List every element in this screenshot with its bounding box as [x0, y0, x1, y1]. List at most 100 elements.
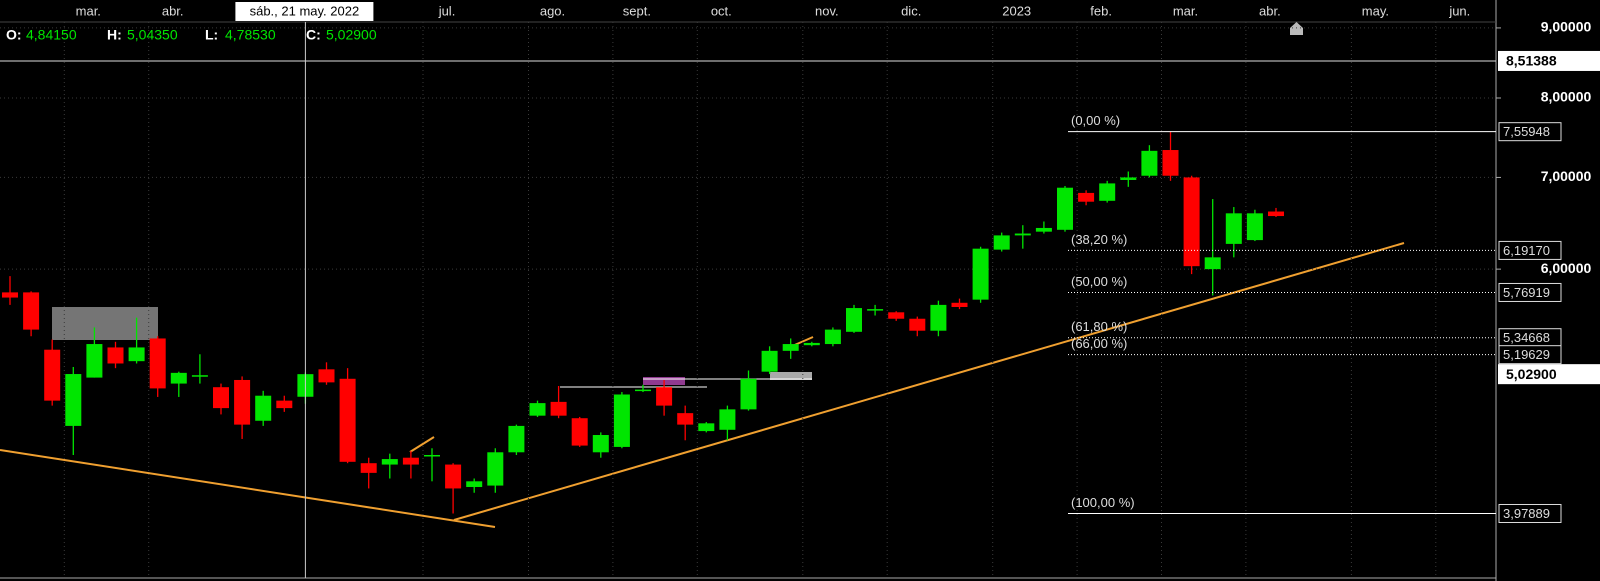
- candle-body: [1035, 227, 1052, 232]
- candle-body: [803, 342, 820, 346]
- candle-body: [867, 309, 884, 311]
- candle-body: [234, 379, 251, 425]
- fib-label: (0,00 %): [1071, 113, 1120, 128]
- fib-value-label: 6,19170: [1503, 243, 1550, 258]
- ohlc-key: L:: [205, 27, 218, 43]
- candle-body: [1183, 177, 1200, 267]
- x-tick-label: nov.: [815, 3, 839, 18]
- price-box: [1498, 364, 1600, 385]
- candle-body: [487, 452, 504, 486]
- y-tick-label: 6,00000: [1541, 260, 1592, 276]
- candle-body: [276, 400, 293, 409]
- candle-body: [445, 464, 462, 489]
- candle-body: [360, 463, 377, 473]
- candles: [2, 131, 1284, 514]
- trendline: [409, 436, 435, 453]
- candle-body: [951, 302, 968, 307]
- fib-value-label: 7,55948: [1503, 124, 1550, 139]
- ohlc-key: C:: [306, 27, 321, 43]
- candle-body: [930, 304, 947, 331]
- x-tick-label: mar.: [1173, 3, 1198, 18]
- x-tick-label: may.: [1362, 3, 1389, 18]
- candle-body: [170, 372, 187, 384]
- fib-value-box: [1498, 503, 1562, 523]
- candle-body: [761, 350, 778, 372]
- candle-body: [1162, 150, 1179, 176]
- price-box: [1498, 50, 1600, 71]
- y-tick-label: 8,00000: [1541, 89, 1592, 105]
- grid: [0, 22, 1496, 578]
- fib-label: (50,00 %): [1071, 274, 1127, 289]
- fib-value-label: 5,19629: [1503, 347, 1550, 362]
- x-tick-label: sept.: [623, 3, 651, 18]
- candle-body: [381, 459, 398, 465]
- candle-body: [571, 418, 588, 446]
- candle-body: [824, 329, 841, 345]
- candle-body: [635, 389, 651, 392]
- fib-value-label: 5,76919: [1503, 285, 1550, 300]
- price-label: 5,02900: [1506, 366, 1557, 382]
- fib-value-box: [1498, 240, 1562, 260]
- x-tick-label: ago.: [540, 3, 565, 18]
- candle-body: [508, 425, 525, 453]
- candle-body: [339, 378, 356, 462]
- candle-body: [613, 394, 630, 447]
- candle-body: [128, 347, 145, 362]
- x-tick-label: oct.: [711, 3, 732, 18]
- candle-body: [2, 292, 18, 298]
- candle-body: [972, 248, 989, 300]
- candle-body: [191, 375, 208, 377]
- crosshair-date: sáb., 21 may. 2022: [250, 3, 360, 18]
- fib-value-label: 3,97889: [1503, 506, 1550, 521]
- candle-body: [888, 312, 905, 319]
- candle-body: [846, 308, 862, 332]
- fib-label: (61,80 %): [1071, 319, 1127, 334]
- zone: [52, 307, 158, 340]
- candle-body: [466, 481, 483, 488]
- candle-body: [782, 344, 799, 351]
- candle-body: [740, 378, 757, 410]
- x-tick-label: abr.: [1259, 3, 1281, 18]
- candle-body: [149, 338, 166, 389]
- fib-value-box: [1498, 345, 1562, 365]
- candle-body: [1141, 150, 1158, 176]
- fib-value-box: [1498, 122, 1562, 142]
- candle-body: [550, 401, 567, 416]
- candle-body: [424, 454, 440, 457]
- candle-body: [1268, 211, 1284, 217]
- x-tick-label: mar.: [76, 3, 101, 18]
- candle-body: [86, 344, 103, 378]
- candle-body: [213, 387, 229, 409]
- candle-body: [909, 318, 926, 331]
- candle-body: [677, 413, 694, 425]
- candle-body: [1225, 213, 1242, 244]
- ohlc-value: 4,84150: [26, 27, 77, 43]
- fib-value-box: [1498, 282, 1562, 302]
- trendline: [453, 242, 1405, 521]
- ohlc-value: 5,04350: [127, 27, 178, 43]
- scroll-icon[interactable]: [1290, 22, 1303, 35]
- candle-body: [1078, 192, 1095, 202]
- candle-body: [318, 369, 335, 383]
- y-tick-label: 7,00000: [1541, 168, 1592, 184]
- fib-label: (100,00 %): [1071, 495, 1135, 510]
- y-tick-label: 9,00000: [1541, 19, 1592, 35]
- x-tick-label: feb.: [1090, 3, 1112, 18]
- candle-body: [255, 395, 272, 421]
- ohlc-value: 5,02900: [326, 27, 377, 43]
- candle-body: [402, 457, 419, 465]
- candle-body: [107, 347, 124, 364]
- x-tick-label: jul.: [438, 3, 456, 18]
- candle-body: [592, 435, 609, 453]
- x-tick-label: dic.: [901, 3, 921, 18]
- fib-label: (66,00 %): [1071, 336, 1127, 351]
- zone: [770, 372, 812, 380]
- ohlc-key: O:: [6, 27, 22, 43]
- candle-body: [65, 374, 82, 426]
- crosshair-date-box: [235, 2, 374, 21]
- candle-body: [993, 235, 1010, 250]
- x-tick-label: 2023: [1002, 3, 1031, 18]
